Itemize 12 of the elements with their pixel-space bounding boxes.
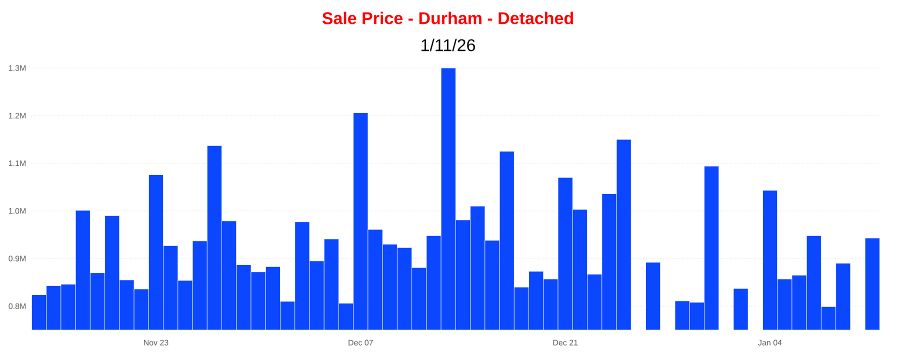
chart-title: Sale Price - Durham - Detached xyxy=(322,12,573,24)
x-tick-label: Jan 04 xyxy=(758,340,782,346)
y-tick-label: 1.0M xyxy=(9,208,26,214)
x-tick-label: Dec 21 xyxy=(553,340,578,346)
chart-subtitle: 1/11/26 xyxy=(422,38,475,52)
y-tick-label: 1.1M xyxy=(9,160,26,166)
x-tick-label: Nov 23 xyxy=(144,340,168,346)
y-tick-label: 1.3M xyxy=(9,65,26,71)
y-tick-label: 1.2M xyxy=(9,112,26,118)
y-tick-label: 0.8M xyxy=(8,303,26,309)
y-tick-label: 0.9M xyxy=(8,256,26,262)
x-tick-label: Dec 07 xyxy=(348,340,373,346)
